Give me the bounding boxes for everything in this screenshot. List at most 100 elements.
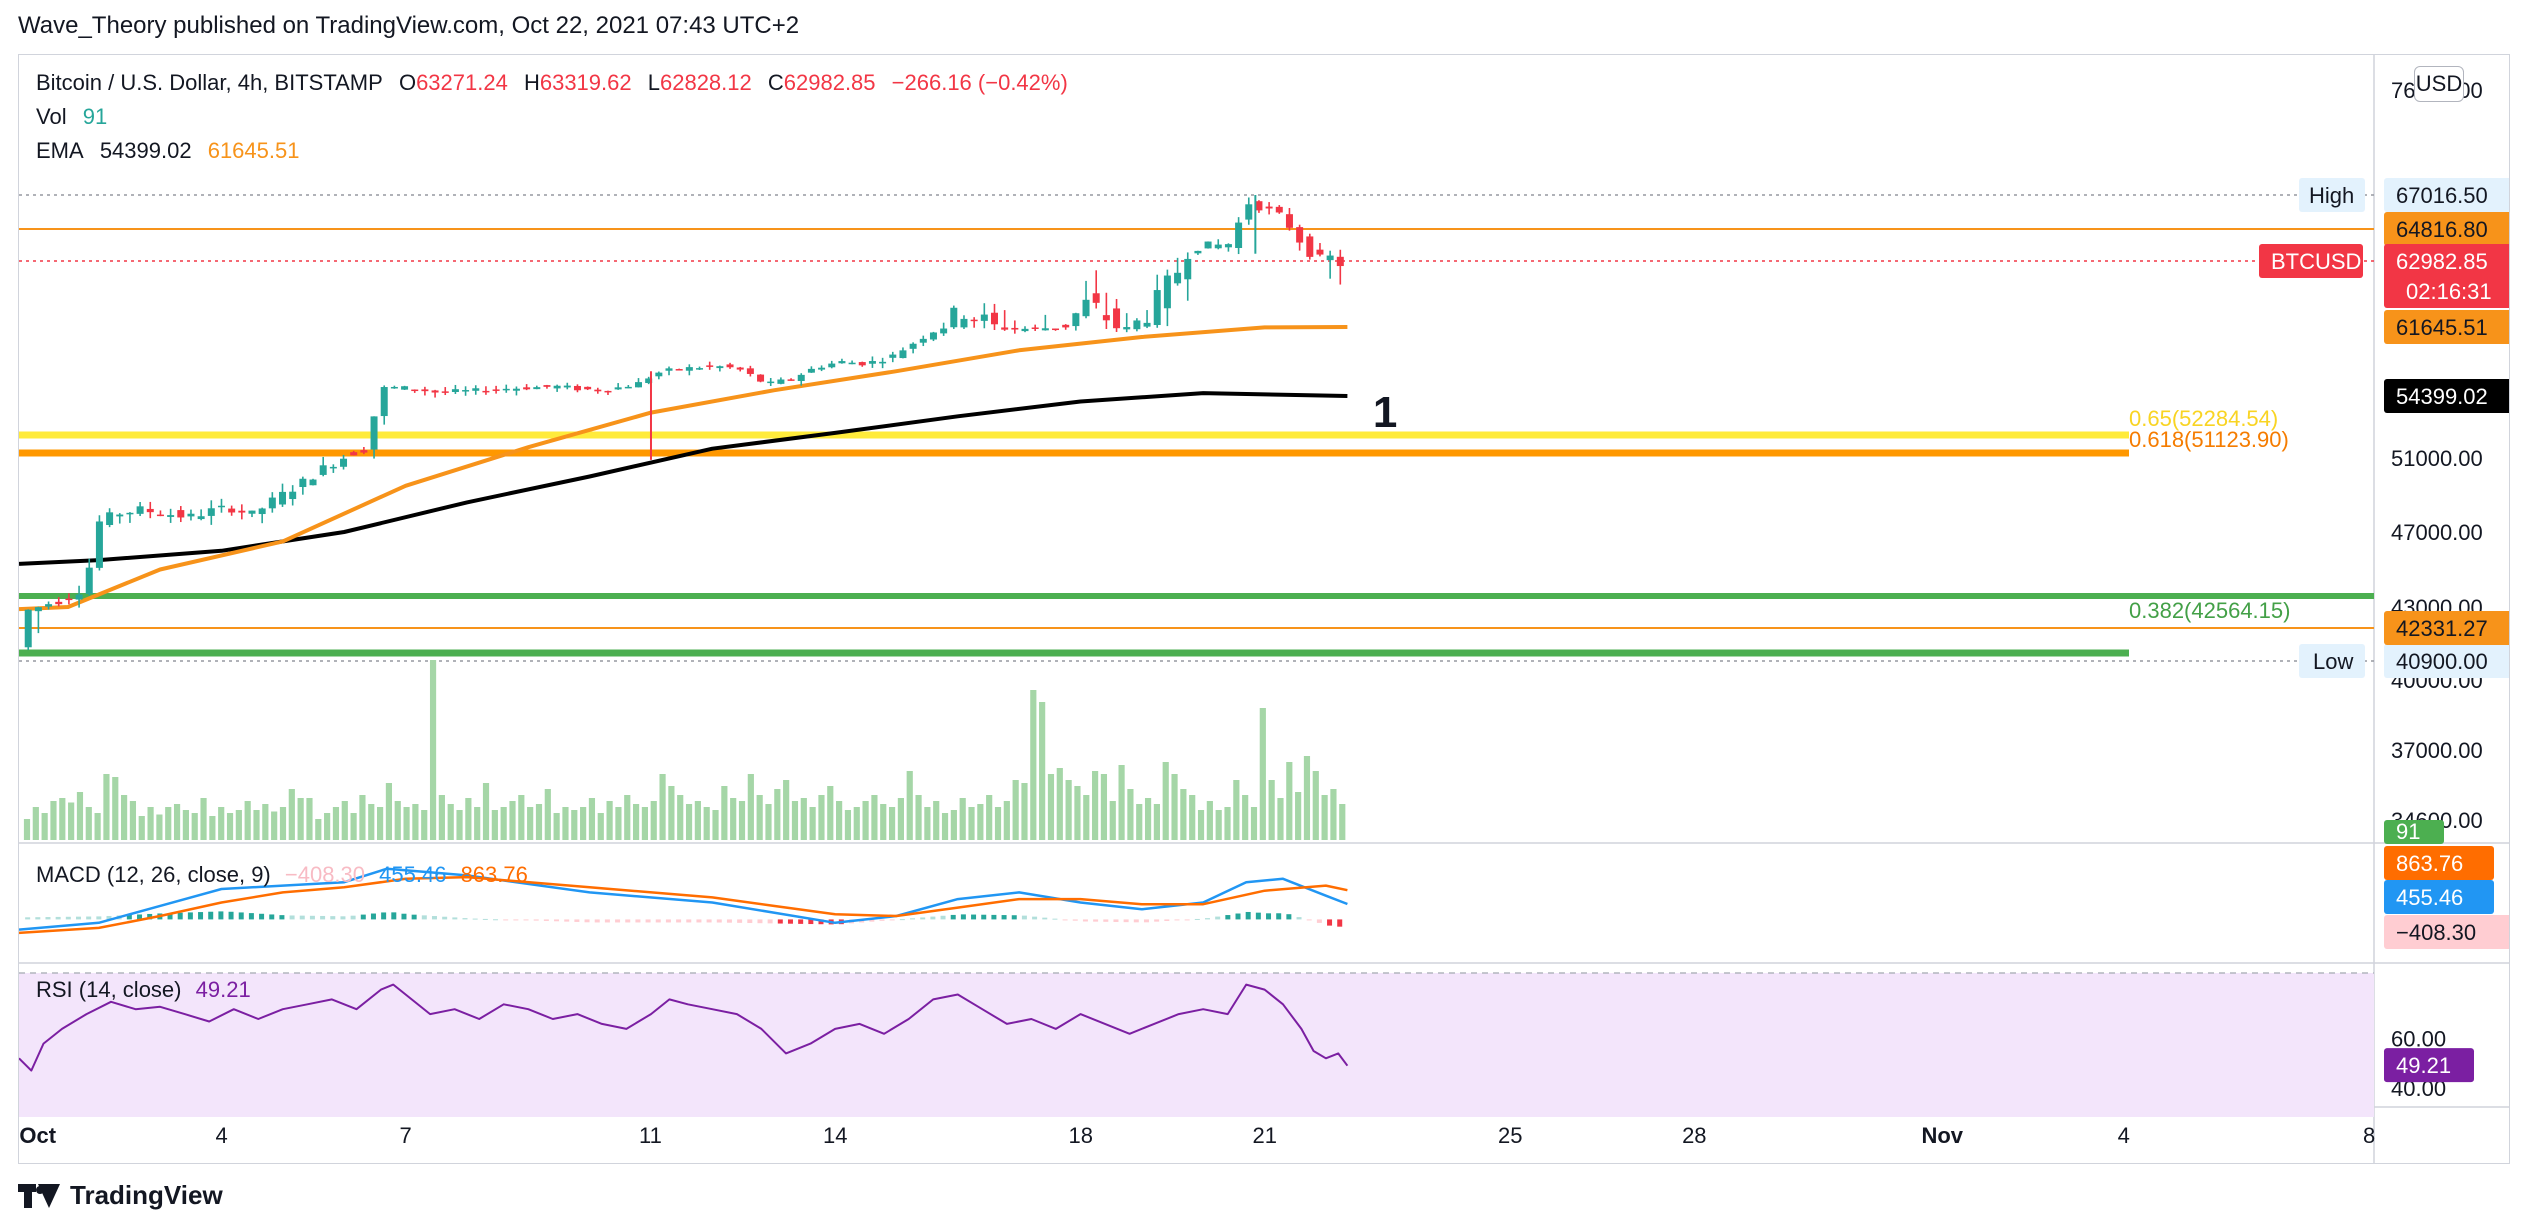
high-value: 63319.62 — [539, 70, 632, 95]
volume-bar — [1330, 789, 1337, 840]
candle-body — [24, 609, 32, 648]
candle-body — [919, 338, 927, 343]
candle-body — [34, 607, 42, 612]
volume-bar — [156, 814, 163, 840]
macd-histogram-bar — [676, 919, 682, 923]
volume-badge-bg — [2384, 820, 2444, 844]
volume-bar — [1259, 708, 1266, 840]
volume-bar — [1100, 774, 1108, 840]
candle-body — [75, 594, 83, 600]
macd-histogram-bar — [1337, 919, 1343, 927]
currency-button[interactable]: USD — [2414, 66, 2464, 102]
candle-body — [563, 385, 571, 388]
candle-body — [868, 361, 876, 364]
low-pill-label: Low — [2313, 649, 2353, 674]
candle-body — [1001, 327, 1009, 330]
macd-histogram-bar — [645, 919, 651, 923]
macd-histogram-bar — [391, 912, 397, 920]
vol-value: 91 — [82, 104, 108, 129]
macd-histogram-bar — [330, 916, 336, 920]
high-value-badge: 67016.50 — [2396, 183, 2488, 208]
volume-bar — [1127, 789, 1134, 840]
volume-bar — [527, 807, 534, 840]
volume-bar — [1268, 780, 1275, 840]
candle-body — [329, 466, 337, 469]
volume-bar — [827, 786, 834, 840]
macd-histogram-bar — [1306, 919, 1312, 921]
low-pill-bg — [2299, 644, 2365, 678]
volume-bar — [668, 786, 675, 840]
volume-bar — [147, 807, 154, 840]
macd-signal-line — [19, 875, 1348, 935]
macd-histogram-bar — [604, 919, 610, 923]
volume-bar — [880, 804, 887, 840]
volume-bar — [1321, 795, 1328, 840]
candle-body — [167, 515, 175, 517]
volume-bar — [226, 813, 234, 840]
volume-bar — [738, 801, 746, 840]
macd-histogram-bar — [126, 914, 132, 920]
macd-histogram-bar — [971, 914, 977, 920]
candle-body — [390, 386, 398, 389]
macd-line — [19, 867, 1348, 931]
candle-body — [655, 372, 663, 377]
macd-histogram-bar — [452, 917, 458, 920]
candle-body — [706, 365, 714, 367]
macd-line-value: 455.46 — [379, 862, 447, 887]
candle-body — [299, 478, 307, 488]
volume-bar — [76, 792, 84, 840]
volume-bar — [712, 810, 719, 840]
candle-body — [858, 362, 866, 366]
volume-bar — [986, 795, 993, 840]
candle-body — [929, 332, 937, 340]
volume-bar — [685, 804, 693, 840]
candle-body — [757, 374, 765, 382]
macd-histogram-bar — [523, 919, 529, 921]
candle-body — [421, 389, 429, 392]
volume-bar — [1092, 771, 1099, 840]
resistance-badge-bg — [2384, 212, 2509, 246]
macd-histogram-bar — [177, 912, 183, 920]
candle-body — [533, 387, 541, 390]
candle-body — [126, 512, 134, 515]
volume-bar — [950, 810, 957, 840]
volume-bar — [500, 807, 507, 840]
macd-histogram-bar — [1327, 919, 1333, 926]
macd-histogram-bar — [228, 911, 234, 920]
volume-bar — [571, 810, 578, 840]
macd-histogram-bar — [1316, 919, 1322, 923]
volume-bar — [297, 798, 304, 840]
volume-bar — [747, 774, 754, 840]
macd-histogram-bar — [1235, 913, 1241, 920]
ema-long-badge-bg — [2384, 379, 2509, 413]
volume-bar — [377, 807, 384, 840]
macd-histogram-bar — [554, 919, 560, 922]
volume-bar — [1224, 807, 1231, 840]
macd-histogram-bar — [411, 914, 417, 920]
candle-body — [879, 361, 887, 364]
rsi-line — [19, 983, 1349, 1072]
macd-histogram-bar — [513, 919, 519, 921]
macd-histogram-bar — [665, 919, 671, 923]
volume-bar — [553, 813, 560, 840]
volume-bar — [588, 798, 596, 840]
candle-body — [228, 508, 236, 513]
candle-body — [696, 368, 704, 370]
macd-histogram-bar — [1021, 915, 1027, 920]
volume-bar — [1286, 762, 1293, 840]
price-chart[interactable]: 0.65(52284.54)0.618(51123.90) 0.382(42564… — [19, 55, 2509, 1163]
volume-bar — [1074, 786, 1081, 840]
macd-histogram-bar — [350, 915, 356, 920]
candle-body — [1011, 327, 1019, 330]
volume-bar — [703, 807, 710, 840]
candle-body — [401, 386, 409, 390]
ema-long-line — [19, 391, 1348, 566]
time-axis-tick: 25 — [1498, 1123, 1522, 1148]
volume-bar — [253, 810, 260, 840]
candle-body — [1143, 322, 1151, 327]
macd-histogram-bar — [462, 918, 468, 920]
candle-body — [340, 458, 348, 467]
candle-body — [1194, 250, 1202, 254]
volume-bar — [641, 807, 649, 840]
macd-histogram-bar — [1204, 918, 1210, 920]
